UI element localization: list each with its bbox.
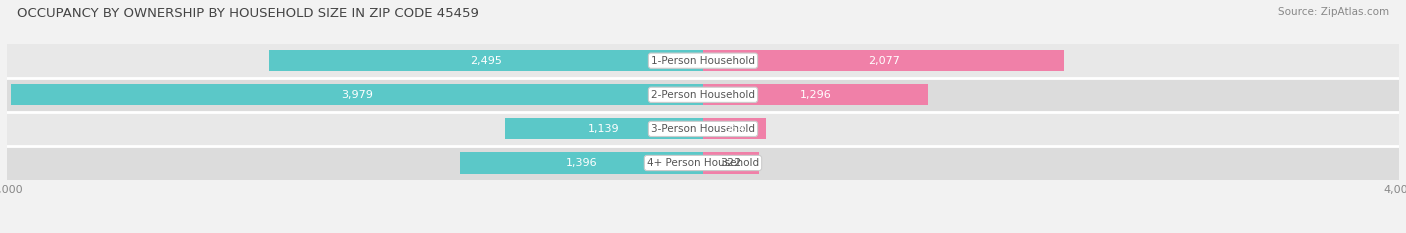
Bar	[0, 146, 1406, 180]
Bar	[0, 112, 1406, 146]
Text: 2-Person Household: 2-Person Household	[651, 90, 755, 100]
Bar	[0, 44, 1406, 78]
Text: 322: 322	[720, 158, 741, 168]
Text: 1,139: 1,139	[588, 124, 620, 134]
Bar	[703, 84, 928, 105]
Text: 2,077: 2,077	[868, 56, 900, 66]
Text: 3,979: 3,979	[340, 90, 373, 100]
Text: OCCUPANCY BY OWNERSHIP BY HOUSEHOLD SIZE IN ZIP CODE 45459: OCCUPANCY BY OWNERSHIP BY HOUSEHOLD SIZE…	[17, 7, 479, 20]
Bar	[703, 152, 759, 174]
Text: 4+ Person Household: 4+ Person Household	[647, 158, 759, 168]
Bar	[505, 118, 703, 140]
Bar	[269, 50, 703, 71]
Text: Source: ZipAtlas.com: Source: ZipAtlas.com	[1278, 7, 1389, 17]
Bar	[0, 78, 1406, 112]
Bar	[11, 84, 703, 105]
Text: 1,296: 1,296	[800, 90, 831, 100]
Text: 1,396: 1,396	[565, 158, 598, 168]
Text: 364: 364	[724, 124, 745, 134]
Bar	[703, 50, 1064, 71]
Bar	[703, 118, 766, 140]
Bar	[460, 152, 703, 174]
Text: 3-Person Household: 3-Person Household	[651, 124, 755, 134]
Text: 1-Person Household: 1-Person Household	[651, 56, 755, 66]
Text: 2,495: 2,495	[470, 56, 502, 66]
